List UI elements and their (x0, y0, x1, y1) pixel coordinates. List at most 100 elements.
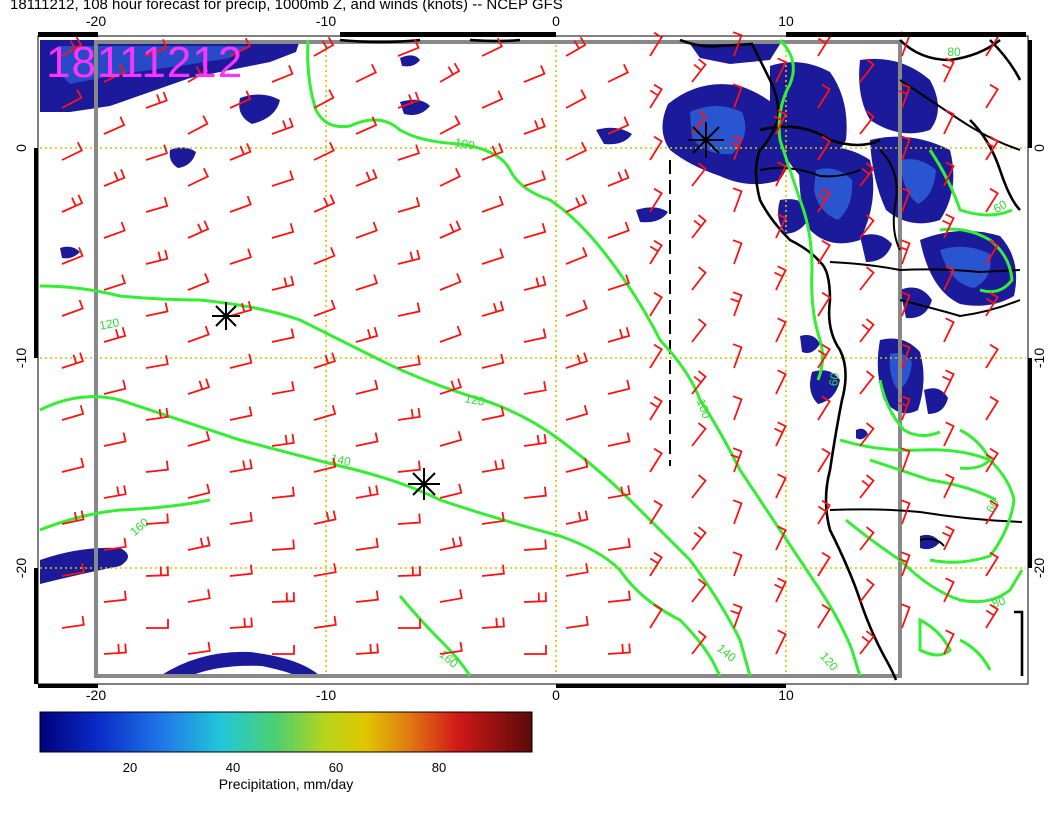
precip-area (800, 335, 820, 353)
wind-barb (817, 291, 831, 317)
wind-barb (523, 539, 547, 551)
wind-barb (898, 83, 911, 109)
wind-barb (355, 432, 379, 447)
border (759, 167, 861, 178)
y-tick-left: -10 (13, 348, 29, 368)
wind-barb (859, 214, 875, 239)
wind-barb (817, 135, 831, 161)
wind-barb (103, 379, 127, 395)
wind-barb (103, 590, 127, 603)
contour-label: 100 (454, 135, 476, 152)
wind-barb (775, 213, 787, 239)
wind-barb (565, 194, 588, 213)
wind-barb (61, 405, 85, 421)
wind-barb (859, 630, 875, 655)
wind-barbs-layer (61, 31, 999, 655)
wind-barb (145, 91, 168, 109)
contour (306, 39, 862, 677)
contour (939, 227, 1014, 294)
wind-barb (985, 551, 999, 577)
wind-barb (355, 63, 378, 83)
wind-barb (943, 473, 955, 499)
precip-area (636, 207, 668, 223)
wind-barb (691, 474, 707, 499)
wind-barb (565, 89, 587, 109)
wind-barb (271, 592, 295, 603)
wind-barb (900, 187, 911, 213)
wind-barb (145, 407, 169, 421)
wind-barb (691, 526, 707, 551)
wind-barb (187, 378, 211, 395)
wind-barb (900, 447, 911, 473)
wind-barb (817, 187, 831, 213)
wind-barb (61, 563, 85, 577)
wind-barb (481, 301, 505, 317)
contour (777, 38, 825, 381)
wind-barb (355, 379, 379, 395)
wind-barb (439, 325, 462, 343)
wind-barb (313, 457, 337, 473)
wind-barb (229, 301, 253, 317)
wind-barb (313, 299, 336, 317)
colorbar-gradient (39, 711, 533, 753)
contour (845, 518, 1024, 604)
wind-barb (859, 318, 875, 343)
border (899, 299, 1021, 318)
coastline-layer (339, 38, 1024, 681)
wind-barb (523, 486, 547, 499)
wind-barb (187, 325, 210, 343)
y-tick-left: -20 (13, 558, 29, 578)
wind-barb (271, 486, 295, 499)
wind-barb (187, 273, 210, 291)
wind-barb (397, 144, 421, 161)
wind-barb (271, 170, 295, 187)
wind-barb (859, 422, 875, 447)
wind-barb (145, 460, 169, 473)
wind-barb (229, 353, 253, 369)
wind-barb (732, 83, 743, 109)
wind-barb (61, 510, 85, 525)
wind-barb (439, 483, 463, 499)
contour-label: 60 (991, 197, 1010, 216)
wind-barb (859, 474, 875, 499)
wind-barb (943, 317, 955, 343)
wind-barb (229, 195, 252, 213)
wind-barb (398, 619, 421, 629)
wind-barb (229, 406, 253, 421)
wind-barb (439, 431, 463, 447)
wind-barb (775, 369, 787, 395)
wind-barb (565, 615, 589, 629)
wind-barb (943, 109, 955, 135)
wind-barb (187, 431, 211, 447)
colorbar: 20 40 60 80 Precipitation, mm/day (39, 711, 533, 792)
wind-barb (985, 239, 999, 265)
wind-barb (61, 615, 85, 629)
border (879, 149, 901, 251)
wind-barb (942, 525, 955, 551)
border (829, 508, 1023, 523)
wind-barb (439, 115, 461, 135)
wind-barb (900, 499, 911, 525)
precip-area (58, 46, 250, 84)
wind-barb (397, 407, 421, 421)
wind-barb (187, 167, 210, 187)
wind-barb (732, 395, 743, 421)
wind-barb (985, 291, 999, 317)
wind-barb (943, 577, 955, 603)
wind-barb (271, 433, 295, 447)
axis-bars (34, 32, 1032, 688)
wind-barb (817, 447, 831, 473)
wind-barb (271, 223, 295, 239)
wind-barb (481, 37, 504, 57)
wind-barb (313, 352, 337, 369)
wind-barb (61, 457, 85, 473)
wind-barb (187, 589, 211, 603)
wind-barb (523, 65, 546, 83)
wind-barb (565, 141, 588, 161)
wind-barb (985, 499, 999, 525)
wind-barb (397, 302, 421, 317)
wind-barb (774, 421, 787, 447)
wind-barb (691, 214, 707, 239)
wind-barb (145, 39, 168, 57)
colorbar-tick: 40 (226, 760, 240, 775)
